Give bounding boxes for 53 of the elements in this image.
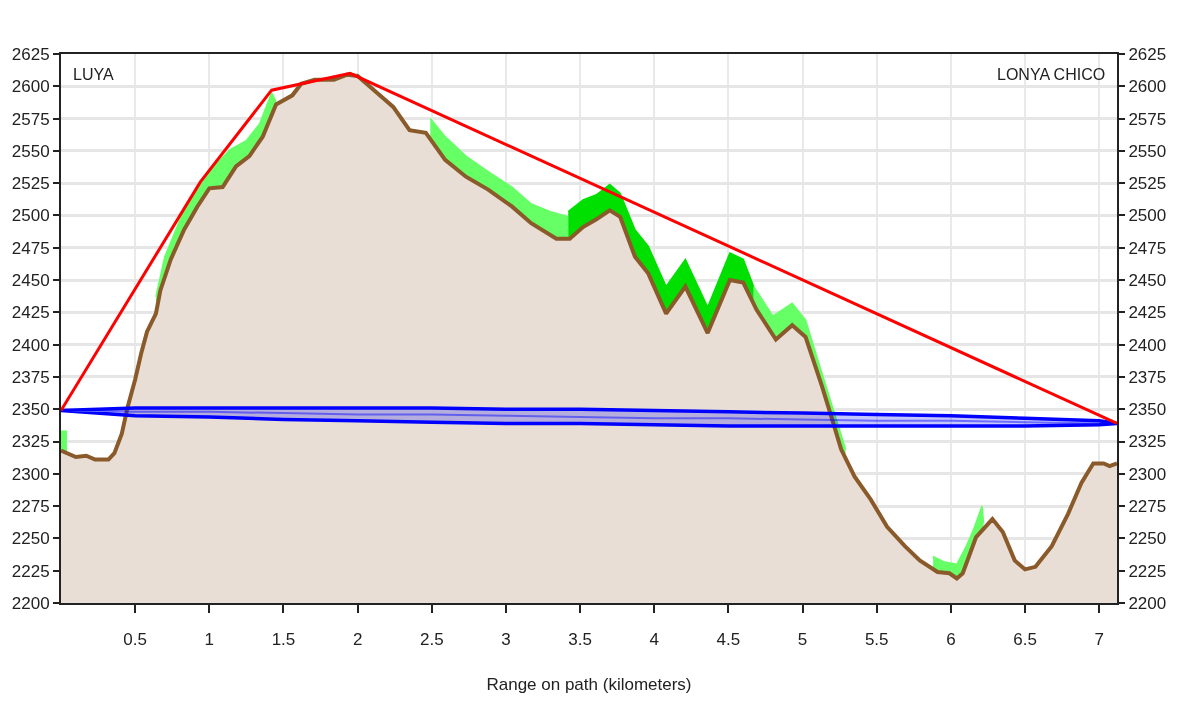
y2-tick-label: 2525: [1128, 174, 1167, 194]
x-tick-label: 6: [946, 630, 956, 650]
x-tick-label: 2: [352, 630, 363, 650]
y-tick-label: 2475: [11, 238, 50, 258]
x-tick-label: 2.5: [419, 630, 444, 650]
y2-tick-label: 2625: [1128, 44, 1167, 64]
x-tick-label: 7: [1094, 630, 1104, 650]
x-tick-label: 6.5: [1013, 630, 1037, 650]
y2-tick-label: 2450: [1128, 271, 1167, 291]
y2-tick-label: 2400: [1128, 335, 1167, 355]
y2-tick-label: 2425: [1128, 303, 1167, 323]
annotation: LUYA: [73, 66, 114, 83]
y-tick-label: 2425: [11, 303, 50, 323]
annotation: LONYA CHICO: [997, 66, 1106, 83]
y-tick-label: 2225: [11, 561, 50, 581]
x-tick-label: 5.5: [864, 630, 889, 650]
y2-tick-label: 2225: [1128, 561, 1167, 581]
y-tick-label: 2525: [11, 174, 50, 194]
x-tick-label: 3.5: [568, 630, 592, 650]
y2-tick-label: 2500: [1128, 206, 1167, 226]
y2-tick-label: 2475: [1128, 238, 1167, 258]
y2-tick-label: 2575: [1128, 109, 1167, 129]
x-tick-label: 4.5: [716, 630, 741, 650]
x-tick-label: 4: [649, 630, 659, 650]
y-tick-label: 2500: [11, 206, 50, 226]
y-tick-label: 2450: [11, 271, 50, 291]
x-tick-label: 3: [501, 630, 511, 650]
y-tick-label: 2575: [11, 109, 50, 129]
x-tick-label: 0.5: [123, 630, 147, 650]
x-axis-title: Range on path (kilometers): [486, 675, 692, 695]
y2-tick-label: 2325: [1128, 432, 1167, 452]
y-tick-label: 2275: [11, 497, 50, 517]
y2-tick-label: 2350: [1128, 400, 1167, 420]
y2-tick-label: 2375: [1128, 367, 1167, 387]
y-tick-label: 2200: [11, 593, 50, 613]
y-tick-label: 2400: [11, 335, 50, 355]
x-tick-label: 1.5: [271, 630, 296, 650]
y-tick-label: 2350: [11, 400, 50, 420]
y2-tick-label: 2600: [1128, 77, 1167, 97]
x-tick-label: 5: [797, 630, 808, 650]
y-tick-label: 2325: [11, 432, 50, 452]
y-tick-label: 2550: [11, 141, 50, 161]
y-tick-label: 2625: [11, 44, 50, 64]
x-tick-label: 1: [204, 630, 215, 650]
y2-tick-label: 2550: [1128, 141, 1167, 161]
y-tick-label: 2300: [11, 464, 50, 484]
y-tick-label: 2250: [11, 529, 50, 549]
y-tick-label: 2600: [11, 77, 50, 97]
y2-tick-label: 2250: [1128, 529, 1167, 549]
y-tick-label: 2375: [11, 367, 50, 387]
y2-tick-label: 2300: [1128, 464, 1167, 484]
y2-tick-label: 2275: [1128, 497, 1167, 517]
y2-tick-label: 2200: [1128, 593, 1167, 613]
